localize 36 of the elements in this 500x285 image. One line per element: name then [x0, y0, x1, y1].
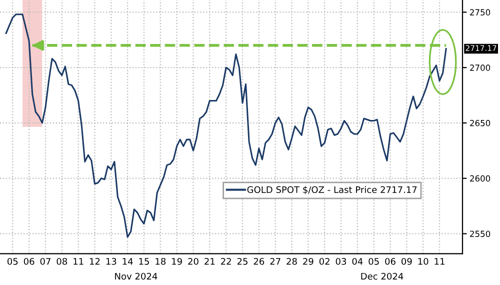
x-tick-label: 29: [303, 258, 314, 265]
x-tick-label: 06: [385, 258, 396, 265]
x-tick-label: 04: [352, 258, 363, 265]
y-tick-label: 2550: [470, 230, 490, 237]
x-tick-label: 25: [237, 258, 248, 265]
x-tick-label: 05: [368, 258, 379, 265]
x-tick-label: 26: [254, 258, 264, 265]
x-tick-label: 14: [122, 258, 133, 265]
x-tick-label: 11: [434, 258, 444, 265]
y-tick-label: 2700: [470, 64, 490, 71]
y-tick-label: 2750: [470, 9, 490, 16]
y-tick-label: 2650: [470, 120, 490, 126]
x-tick-label: 02: [319, 258, 330, 265]
x-tick-label: 19: [172, 258, 182, 265]
x-tick-label: 03: [336, 258, 346, 265]
y-tick-label: 2600: [470, 175, 490, 182]
x-tick-label: 15: [139, 258, 149, 265]
x-tick-label: 09: [402, 258, 412, 265]
x-tick-label: 13: [106, 258, 116, 265]
x-tick-label: 08: [56, 258, 68, 265]
x-tick-label: 05: [7, 258, 18, 265]
x-tick-label: 18: [156, 258, 166, 265]
x-tick-label: 20: [188, 258, 198, 265]
x-tick-label: 10: [418, 258, 428, 265]
x-tick-label: 22: [220, 258, 231, 265]
text: Dec 2024: [361, 272, 404, 280]
line-series: [5, 14, 447, 238]
x-tick-label: 28: [286, 258, 297, 265]
text: Nov 2024: [115, 272, 158, 280]
x-tick-label: 06: [24, 258, 34, 265]
x-tick-label: 11: [74, 258, 84, 265]
x-tick-label: 07: [40, 258, 50, 265]
x-tick-label: 12: [90, 258, 100, 265]
legend-label: GOLD SPOT $/OZ - Last Price 2717.17: [247, 186, 417, 194]
x-tick-label: 27: [270, 258, 280, 265]
x-tick-label: 21: [204, 258, 215, 265]
